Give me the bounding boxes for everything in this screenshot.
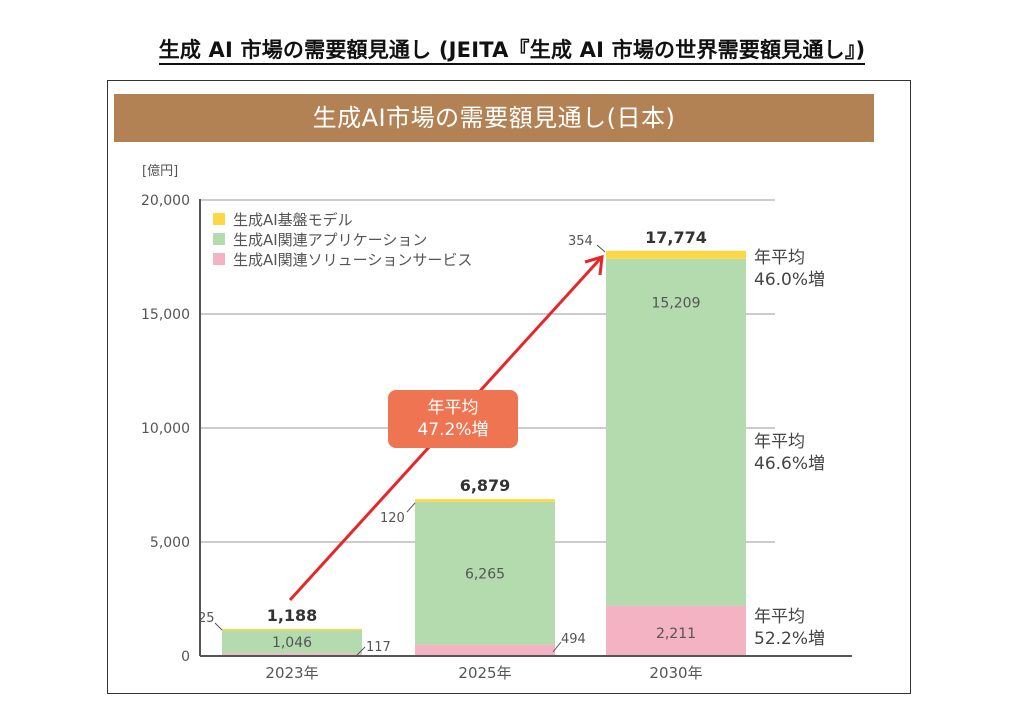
legend-label: 生成AI関連アプリケーション [233, 231, 427, 249]
solution-segment [222, 653, 362, 656]
leader-line [552, 641, 562, 653]
legend-swatch [213, 213, 225, 225]
overall-growth-line1: 年平均 [427, 398, 479, 418]
foundation-segment [415, 499, 555, 502]
legend-swatch [213, 253, 225, 265]
solution-growth-line1: 年平均 [754, 607, 805, 627]
y-tick-label: 5,000 [150, 535, 190, 551]
application-value-label: 15,209 [652, 295, 701, 311]
application-segment [606, 258, 746, 606]
solution-segment [415, 644, 555, 656]
x-tick-label: 2025年 [458, 664, 511, 682]
bar-total-label: 6,879 [460, 476, 511, 495]
foundation-segment [606, 250, 746, 259]
y-tick-label: 15,000 [141, 307, 190, 323]
bar-total-label: 17,774 [645, 228, 707, 247]
application-segment [222, 629, 362, 654]
y-tick-label: 0 [181, 649, 190, 665]
leader-line [406, 502, 416, 513]
leader-line [596, 244, 606, 253]
solution-value-label: 2,211 [656, 626, 696, 642]
x-tick-label: 2023年 [265, 664, 318, 682]
foundation-growth-line1: 年平均 [754, 248, 805, 268]
foundation-value-label: 354 [568, 234, 593, 249]
y-axis-unit-label: [億円] [142, 164, 179, 179]
foundation-value-label: 25 [198, 611, 215, 626]
chart-frame [107, 80, 911, 694]
bars [222, 250, 746, 656]
application-segment [415, 501, 555, 645]
document-title: 生成 AI 市場の需要額見通し (JEITA『生成 AI 市場の世界需要額見通し… [0, 34, 1024, 65]
solution-growth-line2: 52.2%増 [754, 629, 825, 649]
application-growth-line1: 年平均 [754, 432, 805, 452]
legend-label: 生成AI基盤モデル [233, 211, 353, 229]
bar-labels: 2023年 1,188 2025年 6,879 2030年 17,774 1,046 6,26… [198, 228, 707, 682]
application-value-label: 6,265 [465, 566, 505, 582]
axes [199, 199, 852, 657]
foundation-segment [222, 628, 362, 631]
leader-line [214, 622, 223, 631]
growth-arrow-head-icon [584, 254, 604, 276]
x-tick-label: 2030年 [649, 664, 702, 682]
legend-label: 生成AI関連ソリューションサービス [233, 251, 472, 269]
solution-value-label: 117 [366, 640, 391, 655]
foundation-growth-line2: 46.0%増 [754, 270, 825, 290]
solution-value-label: 494 [561, 632, 586, 647]
foundation-value-label: 120 [380, 511, 405, 526]
overall-growth-badge: 年平均 47.2%増 [388, 390, 518, 448]
overall-growth-line2: 47.2%増 [417, 420, 489, 440]
leader-line [356, 646, 366, 656]
application-growth-line2: 46.6%増 [754, 454, 825, 474]
document-title-text: 生成 AI 市場の需要額見通し (JEITA『生成 AI 市場の世界需要額見通し… [158, 38, 866, 65]
legend-swatch [213, 233, 225, 245]
application-value-label: 1,046 [272, 635, 312, 651]
y-tick-label: 10,000 [141, 421, 190, 437]
y-tick-label: 20,000 [141, 193, 190, 209]
bar-total-label: 1,188 [267, 606, 318, 625]
y-axis-ticks: 0 5,000 10,000 15,000 20,000 [141, 193, 190, 665]
chart-title-banner: 生成AI市場の需要額見通し(日本) [114, 94, 874, 142]
solution-segment [606, 605, 746, 656]
